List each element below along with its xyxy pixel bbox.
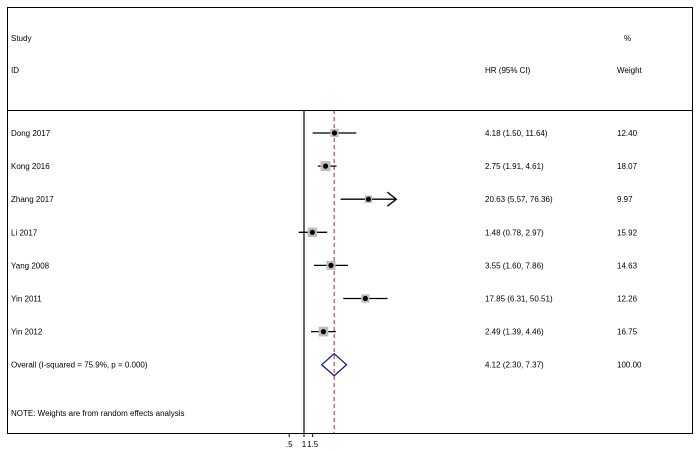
header-study: Study (11, 34, 31, 43)
study-rows: Dong 2017 4.18 (1.50, 11.64) 12.40 Kong 201… (11, 110, 642, 433)
ci-arrow (386, 191, 398, 207)
x-tick-label: .5 (286, 440, 293, 449)
overall-weight: 100.00 (617, 361, 642, 370)
study-hr-ci: 3.55 (1.60, 7.86) (485, 261, 544, 270)
study-hr-ci: 2.49 (1.39, 4.46) (485, 328, 544, 337)
point-estimate (320, 329, 327, 335)
study-weight: 16.75 (617, 328, 638, 337)
study-weight: 12.40 (617, 129, 638, 138)
study-hr-ci: 2.75 (1.91, 4.61) (485, 162, 544, 171)
header-id: ID (11, 66, 19, 75)
point-estimate (309, 229, 315, 235)
header-hr-ci: HR (95% CI) (485, 66, 531, 75)
plot-frame (7, 7, 693, 434)
study-hr-ci: 20.63 (5.57, 76.36) (485, 195, 553, 204)
point-estimate (331, 130, 338, 136)
study-label: Zhang 2017 (11, 195, 54, 204)
x-tick-label: 1 (302, 440, 307, 449)
study-hr-ci: 17.85 (6.31, 50.51) (485, 295, 553, 304)
overall-label: Overall (I-squared = 75.9%, p = 0.000) (11, 361, 148, 370)
study-weight: 12.26 (617, 295, 638, 304)
study-label: Yin 2012 (11, 328, 43, 337)
overall-hr-ci: 4.12 (2.30, 7.37) (485, 361, 544, 370)
point-estimate (328, 262, 334, 268)
header-percent: % (624, 34, 631, 43)
study-label: Dong 2017 (11, 129, 51, 138)
overall-diamond (320, 352, 348, 377)
point-estimate (365, 196, 372, 202)
study-label: Kong 2016 (11, 162, 50, 171)
study-weight: 9.97 (617, 195, 633, 204)
study-label: Yin 2011 (11, 295, 42, 304)
study-label: Yang 2008 (11, 261, 50, 270)
footnote: NOTE: Weights are from random effects an… (11, 409, 185, 418)
x-axis: .5 1 1.5 (286, 433, 319, 449)
study-hr-ci: 1.48 (0.78, 2.97) (485, 228, 544, 237)
study-label: Li 2017 (11, 228, 38, 237)
study-hr-ci: 4.18 (1.50, 11.64) (485, 129, 548, 138)
point-estimate (322, 163, 329, 169)
study-weight: 14.63 (617, 261, 638, 270)
study-weight: 18.07 (617, 162, 638, 171)
x-tick-label: 1.5 (307, 440, 319, 449)
header-weight: Weight (617, 66, 643, 75)
point-estimate (362, 295, 368, 302)
study-weight: 15.92 (617, 228, 638, 237)
